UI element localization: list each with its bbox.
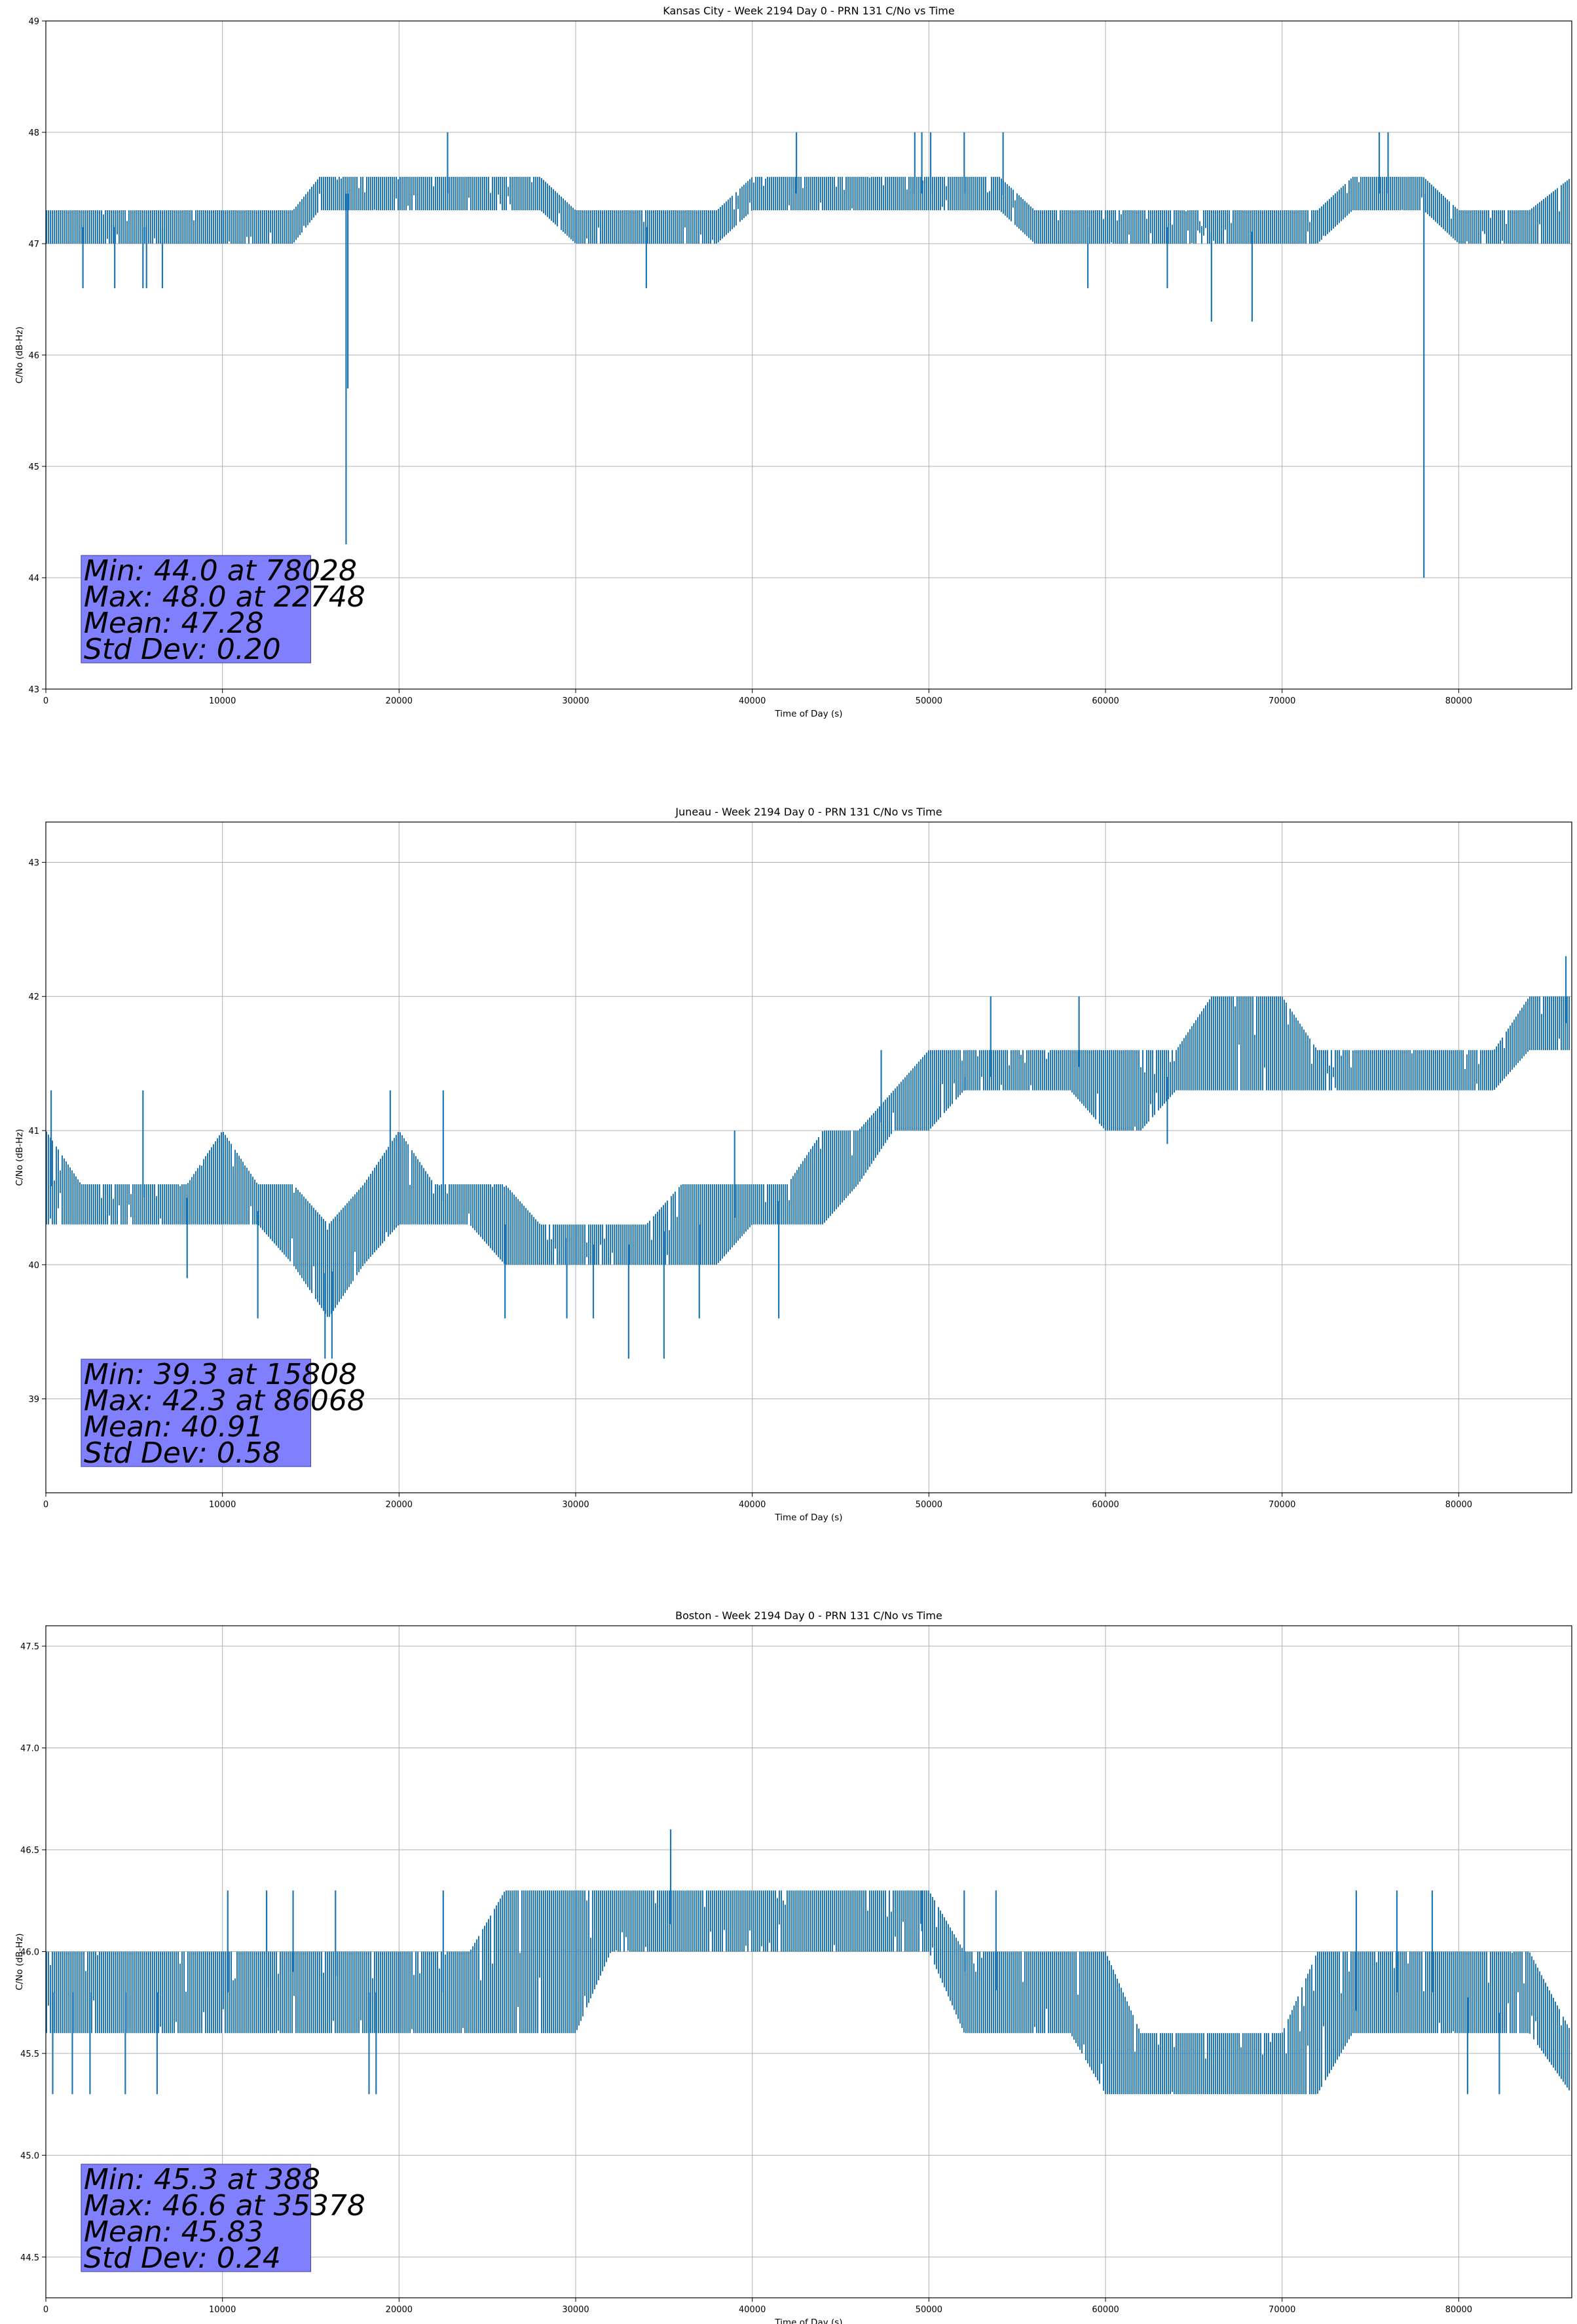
chart-title: Juneau - Week 2194 Day 0 - PRN 131 C/No … [675,806,942,818]
y-axis-label: C/No (dB-Hz) [14,1933,25,1990]
y-tick-label: 45 [28,462,39,472]
y-tick-label: 46.0 [20,1947,39,1957]
x-tick-label: 10000 [209,2305,236,2315]
x-tick-label: 0 [43,1500,48,1510]
axes-frame [45,1625,1572,2298]
stats-line: Min: 44.0 at 78028 [84,554,357,588]
stats-line: Min: 45.3 at 388 [84,2163,320,2196]
x-axis: 0 10000 20000 30000 40000 50000 60000 70000 8000… [43,1493,1472,1510]
x-tick-label: 20000 [386,1500,413,1510]
y-tick-label: 47 [28,240,39,250]
y-tick-label: 40 [28,1261,39,1271]
x-tick-label: 40000 [739,696,766,706]
x-tick-label: 30000 [562,1500,589,1510]
y-tick-label: 48 [28,128,39,138]
stats-line: Std Dev: 0.58 [84,1436,281,1470]
y-tick-label: 41 [28,1127,39,1136]
x-tick-label: 80000 [1445,2305,1472,2315]
y-tick-label: 47.0 [20,1744,39,1754]
chart-panel-2: 0 10000 20000 30000 40000 50000 60000 70000 8000… [14,806,1572,1523]
y-axis: 39 40 41 42 43 [28,858,46,1405]
stats-box [81,2164,312,2272]
y-tick-label: 46.5 [20,1846,39,1856]
stats-line: Min: 39.3 at 15808 [84,1358,357,1391]
x-tick-label: 0 [43,2305,48,2315]
y-axis: 43 44 45 46 47 48 49 [28,17,46,695]
x-tick-label: 60000 [1092,2305,1119,2315]
x-axis-label: Time of Day (s) [774,709,842,719]
stats-line: Max: 42.3 at 86068 [84,1384,365,1417]
x-tick-label: 50000 [916,696,942,706]
y-tick-label: 39 [28,1395,39,1405]
y-tick-label: 47.5 [20,1642,39,1652]
chart-panel-3: 0 10000 20000 30000 40000 50000 60000 70000 8000… [14,1609,1572,2324]
x-axis-label: Time of Day (s) [774,1512,842,1523]
stats-line: Mean: 47.28 [84,607,264,640]
x-tick-label: 50000 [916,2305,942,2315]
stats-line: Mean: 45.83 [84,2215,264,2249]
chart-title: Boston - Week 2194 Day 0 - PRN 131 C/No … [675,1609,942,1622]
x-tick-label: 60000 [1092,696,1119,706]
x-tick-label: 10000 [209,696,236,706]
x-tick-label: 0 [43,696,48,706]
x-tick-label: 30000 [562,2305,589,2315]
series-line [46,1829,1570,2095]
axes-frame [45,821,1572,1493]
y-tick-label: 43 [28,858,39,868]
y-tick-label: 46 [28,351,39,361]
x-tick-label: 20000 [386,696,413,706]
x-axis: 0 10000 20000 30000 40000 50000 60000 70000 8000… [43,2298,1472,2315]
chart-title: Kansas City - Week 2194 Day 0 - PRN 131 … [663,5,954,17]
x-axis: 0 10000 20000 30000 40000 50000 60000 70000 8000… [43,689,1472,706]
stats-line: Max: 46.6 at 35378 [84,2189,365,2222]
x-tick-label: 40000 [739,1500,766,1510]
stats-line: Mean: 40.91 [84,1410,264,1444]
series-line [46,132,1570,578]
y-tick-label: 45.0 [20,2151,39,2161]
x-tick-label: 60000 [1092,1500,1119,1510]
x-tick-label: 10000 [209,1500,236,1510]
y-axis-label: C/No (dB-Hz) [14,1129,25,1186]
stats-box [81,555,312,664]
stats-line: Std Dev: 0.20 [84,633,281,666]
y-tick-label: 42 [28,992,39,1002]
series-line [46,956,1570,1359]
x-tick-label: 80000 [1445,696,1472,706]
stats-line: Max: 48.0 at 22748 [84,580,365,614]
y-tick-label: 44.5 [20,2253,39,2263]
y-tick-label: 45.5 [20,2050,39,2059]
x-tick-label: 70000 [1269,1500,1295,1510]
x-tick-label: 80000 [1445,1500,1472,1510]
x-tick-label: 30000 [562,696,589,706]
x-tick-label: 70000 [1269,696,1295,706]
x-tick-label: 70000 [1269,2305,1295,2315]
x-tick-label: 20000 [386,2305,413,2315]
x-tick-label: 50000 [916,1500,942,1510]
y-tick-label: 44 [28,574,39,584]
stats-box [81,1359,312,1467]
y-tick-label: 49 [28,17,39,27]
y-axis-label: C/No (dB-Hz) [14,326,25,383]
y-axis: 44.5 45.0 45.5 46.0 46.5 47.0 47.5 [20,1642,46,2263]
chart-panel-1: 0 10000 20000 30000 40000 50000 60000 70000 8000… [14,5,1572,719]
x-tick-label: 40000 [739,2305,766,2315]
y-tick-label: 43 [28,685,39,695]
x-axis-label: Time of Day (s) [774,2317,842,2324]
stats-line: Std Dev: 0.24 [84,2241,281,2275]
